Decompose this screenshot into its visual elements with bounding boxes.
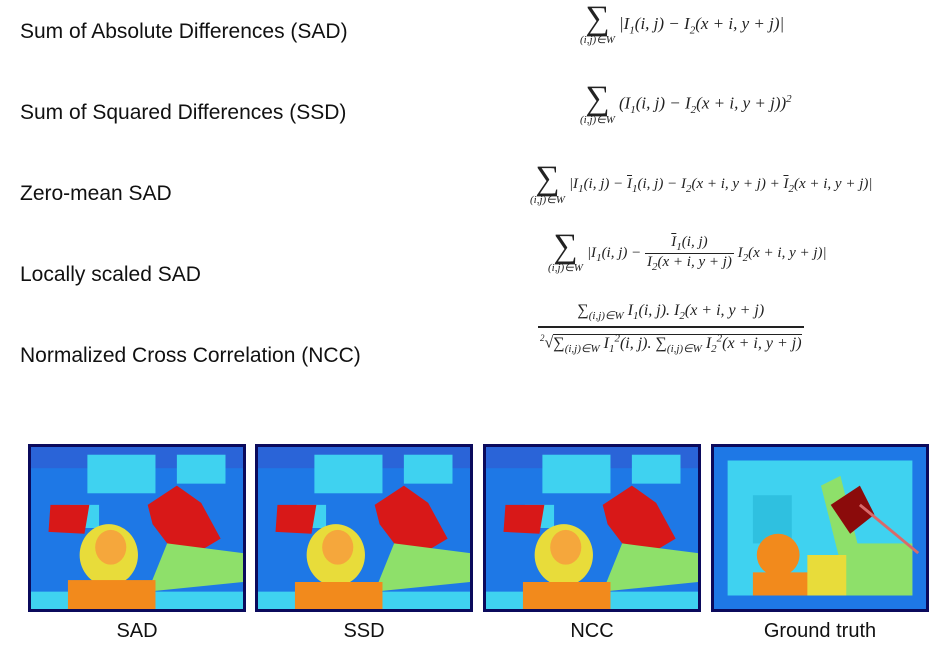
- measure-label-lssad: Locally scaled SAD: [20, 263, 201, 286]
- formula-sad: ∑ (i,j)∈W |I1(i, j) − I2(x + i, y + j)|: [580, 0, 785, 47]
- disparity-map-sad: [28, 444, 246, 612]
- caption-ncc: NCC: [570, 620, 614, 642]
- measure-label-sad: Sum of Absolute Differences (SAD): [20, 20, 348, 43]
- measure-label-ssd: Sum of Squared Differences (SSD): [20, 101, 347, 124]
- caption-ssd: SSD: [343, 620, 385, 642]
- formula-locally-scaled-sad: ∑ (i,j)∈W |I1(i, j) − I1(i, j) I2(x + i, y…: [548, 228, 827, 275]
- disparity-map-ncc: [483, 444, 701, 612]
- formula-zero-mean-sad: ∑ (i,j)∈W |I1(i, j) − I1(i, j) − I2(x + i…: [530, 160, 873, 207]
- caption-sad: SAD: [116, 620, 158, 642]
- measure-label-zsad: Zero-mean SAD: [20, 182, 172, 205]
- disparity-map-ground-truth: [711, 444, 929, 612]
- measure-label-ncc: Normalized Cross Correlation (NCC): [20, 344, 361, 367]
- caption-ground-truth: Ground truth: [763, 620, 877, 642]
- formula-ncc: ∑(i,j)∈W I1(i, j). I2(x + i, y + j) 2√∑(…: [538, 302, 804, 355]
- formula-ssd: ∑ (i,j)∈W (I1(i, j) − I2(x + i, y + j))2: [580, 80, 792, 127]
- disparity-map-ssd: [255, 444, 473, 612]
